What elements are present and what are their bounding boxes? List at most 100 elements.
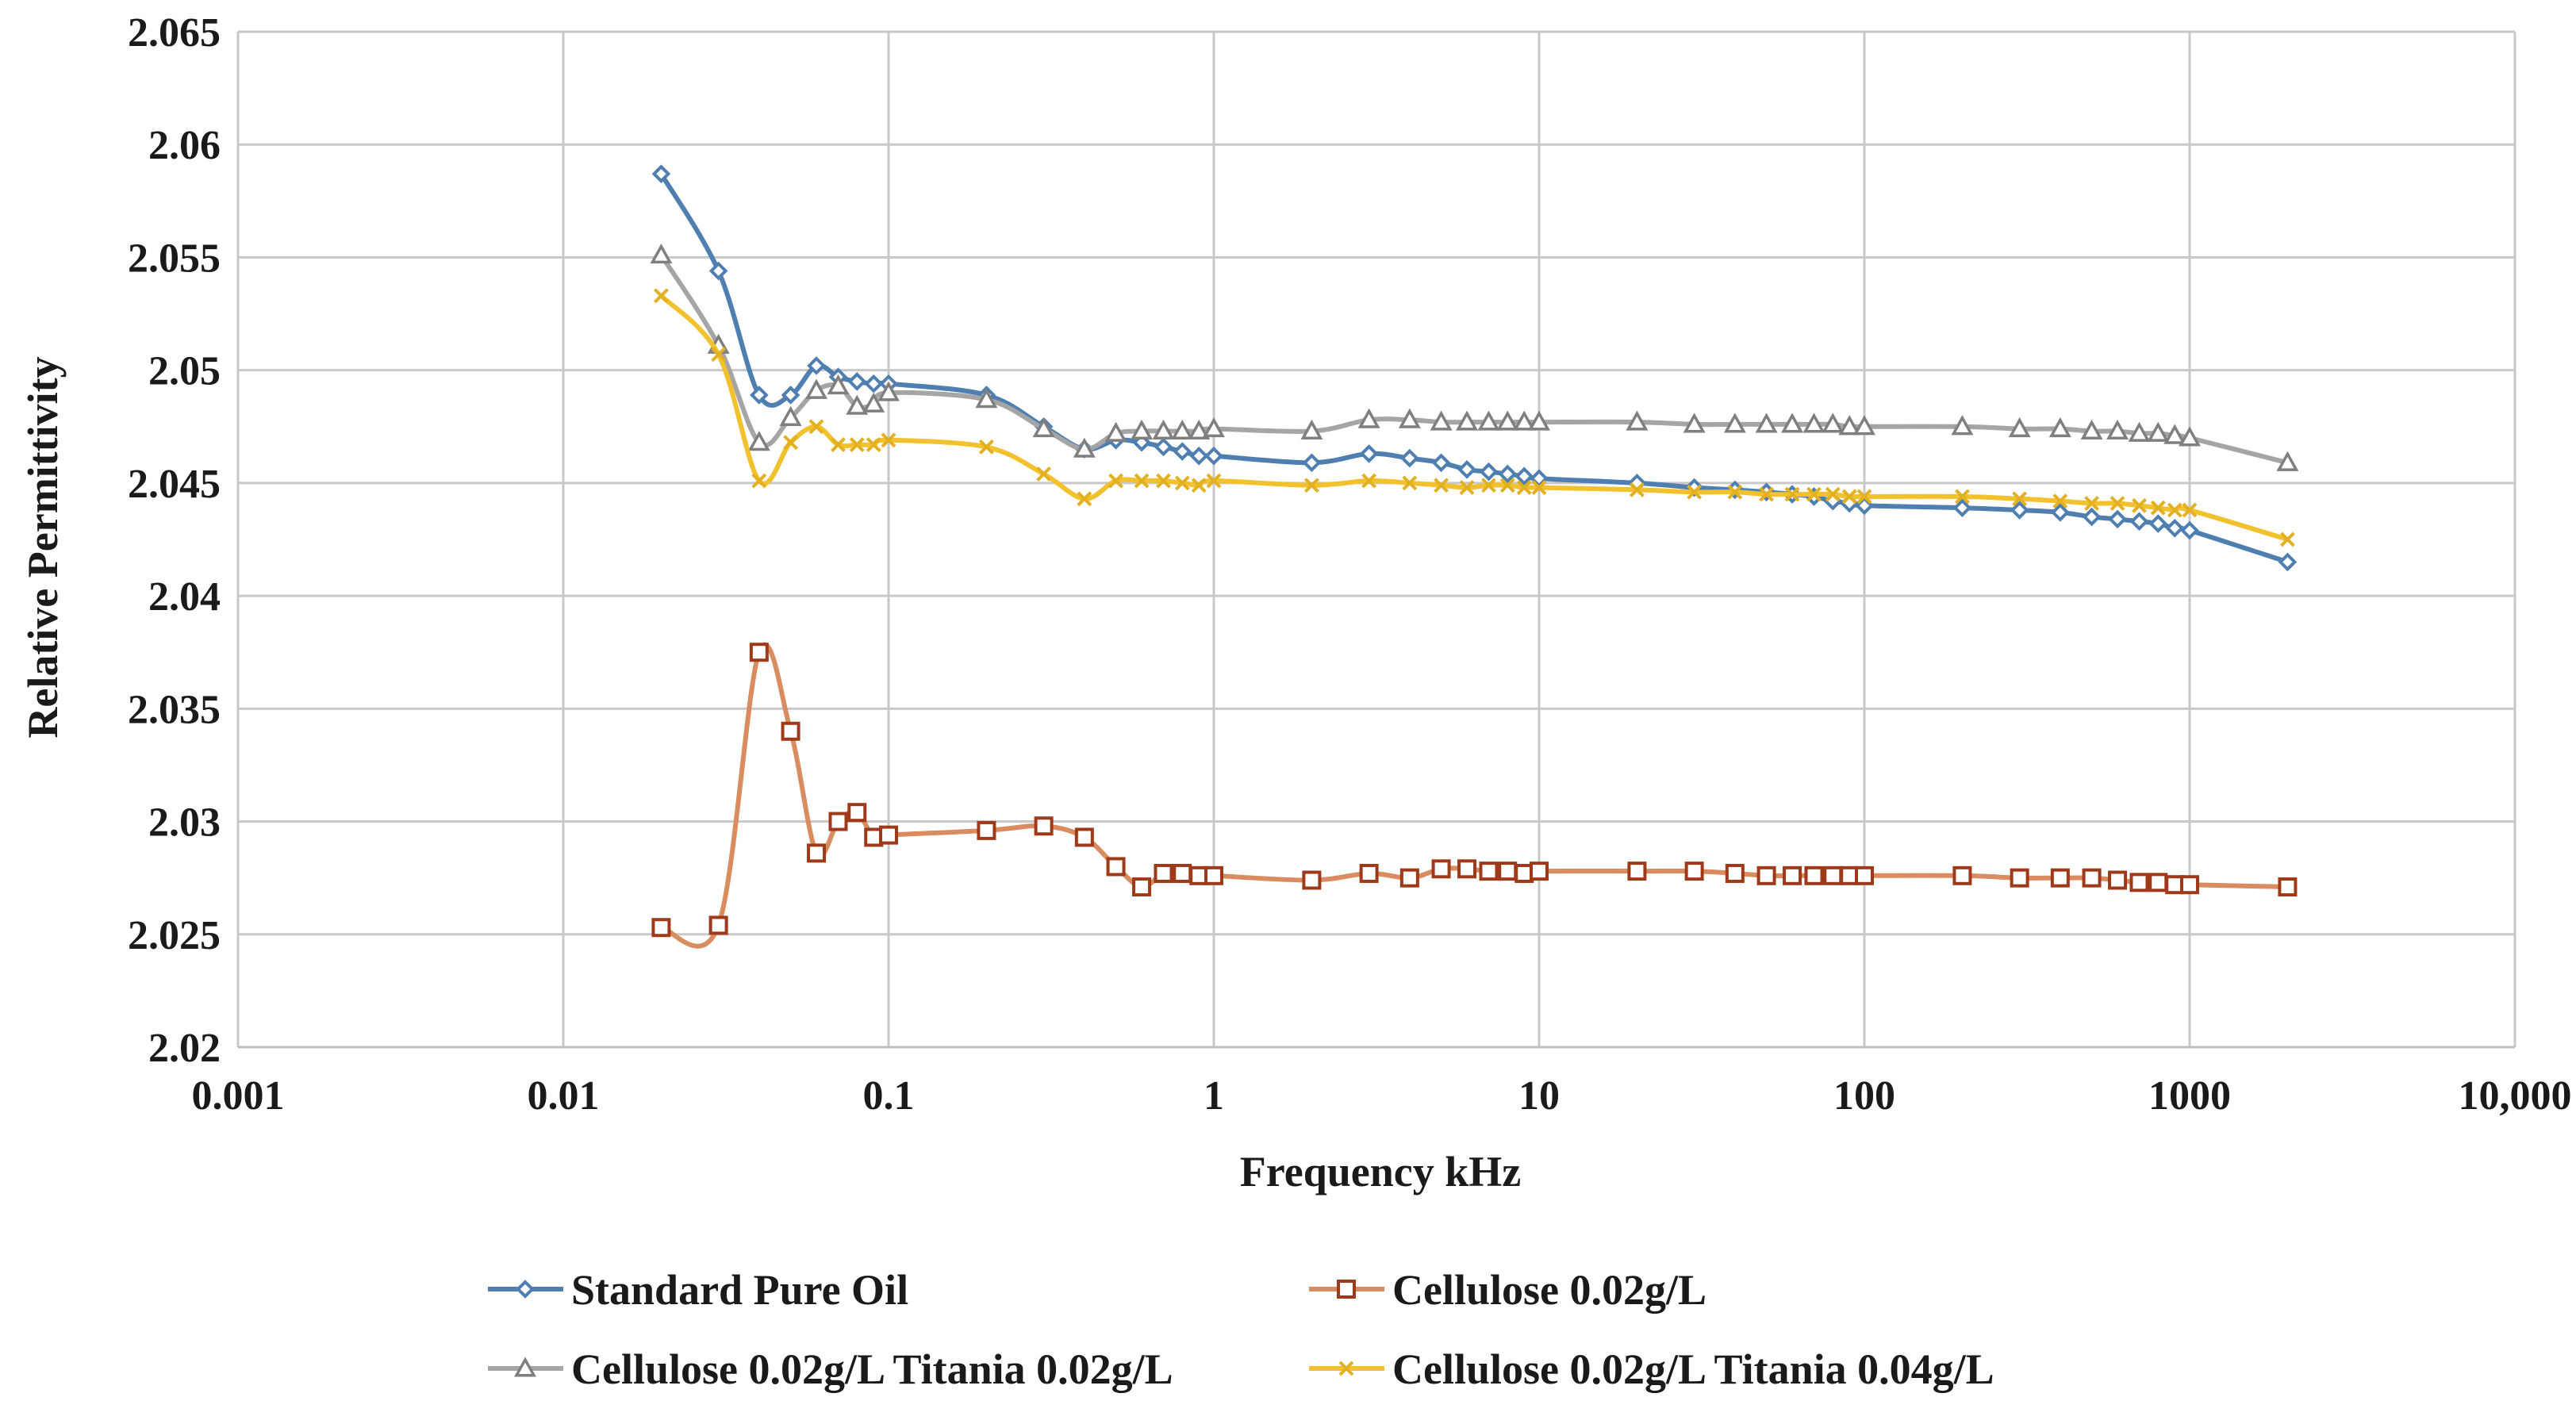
data-point: [2051, 503, 2070, 522]
y-tick-label: 2.02: [148, 1026, 221, 1071]
data-point: [1723, 413, 1746, 433]
data-point: [2148, 873, 2168, 892]
data-point: [1855, 865, 1874, 885]
data-point: [1304, 478, 1319, 493]
series-line: [659, 294, 2289, 542]
data-point: [879, 825, 898, 845]
data-point: [1459, 480, 1475, 495]
data-point: [2182, 502, 2198, 518]
data-point: [1781, 413, 1804, 433]
data-point: [1431, 859, 1451, 879]
data-point: [750, 386, 769, 405]
data-point: [1400, 448, 1419, 468]
data-point: [805, 378, 828, 399]
data-point: [1156, 473, 1171, 489]
data-point: [1032, 417, 1055, 438]
data-point: [781, 386, 800, 405]
data-point: [708, 915, 728, 935]
data-point: [2010, 501, 2029, 520]
data-point: [1759, 486, 1774, 502]
data-point: [1204, 865, 1223, 885]
data-point: [2008, 417, 2031, 438]
legend-marker: [1337, 1280, 1356, 1299]
data-point: [1684, 862, 1704, 881]
legend-item: Cellulose 0.02g/L: [1309, 1266, 1706, 1314]
data-point: [2080, 419, 2103, 440]
data-point: [1204, 446, 1223, 466]
data-point: [1530, 862, 1549, 881]
y-tick-label: 2.03: [148, 800, 221, 846]
data-point: [1477, 410, 1500, 431]
data-point: [1822, 413, 1845, 433]
data-point: [2148, 514, 2168, 533]
data-point: [1398, 408, 1421, 428]
data-point: [1361, 473, 1377, 489]
data-point: [1838, 415, 1861, 436]
data-point: [862, 392, 885, 413]
series-line: [660, 642, 2288, 949]
data-point: [1399, 868, 1419, 888]
x-tick-label: 0.1: [863, 1073, 915, 1119]
data-point: [2084, 496, 2099, 511]
data-point: [1074, 827, 1094, 847]
data-point: [2179, 426, 2201, 447]
data-point: [2167, 502, 2182, 518]
data-point: [2110, 496, 2125, 511]
legend: Standard Pure Oil Cellulose 0.02g/L Cellul…: [488, 1266, 1994, 1393]
data-point: [808, 419, 824, 435]
data-point: [2150, 500, 2166, 516]
y-axis-title: Relative Permittivity: [19, 356, 67, 738]
data-point: [2180, 520, 2199, 540]
grid: [236, 30, 2516, 1049]
data-point: [1359, 863, 1379, 883]
data-point: [1206, 473, 1222, 489]
data-point: [1841, 489, 1857, 505]
data-point: [1784, 486, 1800, 502]
data-point: [1173, 863, 1192, 883]
data-point: [1499, 478, 1515, 493]
data-point: [1154, 437, 1173, 457]
data-point: [708, 261, 728, 281]
y-tick-label: 2.055: [128, 236, 221, 281]
x-tick-label: 100: [1833, 1073, 1895, 1119]
data-point: [1154, 863, 1173, 883]
data-point: [1402, 475, 1418, 491]
data-point: [1955, 489, 1970, 505]
data-point: [828, 812, 848, 831]
x-axis-title: Frequency kHz: [1240, 1148, 1521, 1195]
data-point: [1479, 862, 1499, 881]
series-line: [658, 253, 2289, 466]
data-point: [1952, 865, 1972, 885]
data-point: [2012, 491, 2028, 507]
data-point: [1687, 484, 1703, 500]
data-point: [881, 432, 896, 448]
x-tick-label: 0.001: [192, 1073, 285, 1119]
data-point: [2278, 552, 2298, 572]
data-point: [1036, 466, 1052, 482]
data-point: [827, 374, 850, 395]
data-point: [1756, 865, 1776, 885]
data-point: [1302, 453, 1322, 473]
y-tick-label: 2.025: [128, 913, 221, 958]
data-point: [1457, 859, 1477, 879]
data-point: [1189, 446, 1209, 466]
data-point: [1727, 484, 1743, 500]
data-point: [1802, 413, 1825, 433]
data-point: [1498, 862, 1518, 881]
data-point: [864, 374, 884, 393]
legend-marker: [514, 1357, 536, 1377]
data-point: [977, 820, 996, 840]
series-line: [658, 172, 2289, 565]
x-tick-label: 1000: [2148, 1073, 2231, 1119]
data-point: [1430, 410, 1453, 431]
data-point: [2082, 868, 2102, 888]
data-point: [2106, 419, 2129, 440]
data-point: [650, 243, 673, 264]
data-point: [1479, 462, 1499, 482]
data-point: [1456, 410, 1479, 431]
data-point: [1626, 410, 1649, 431]
data-point: [2108, 870, 2128, 890]
data-point: [1457, 459, 1476, 479]
data-point: [651, 918, 671, 938]
